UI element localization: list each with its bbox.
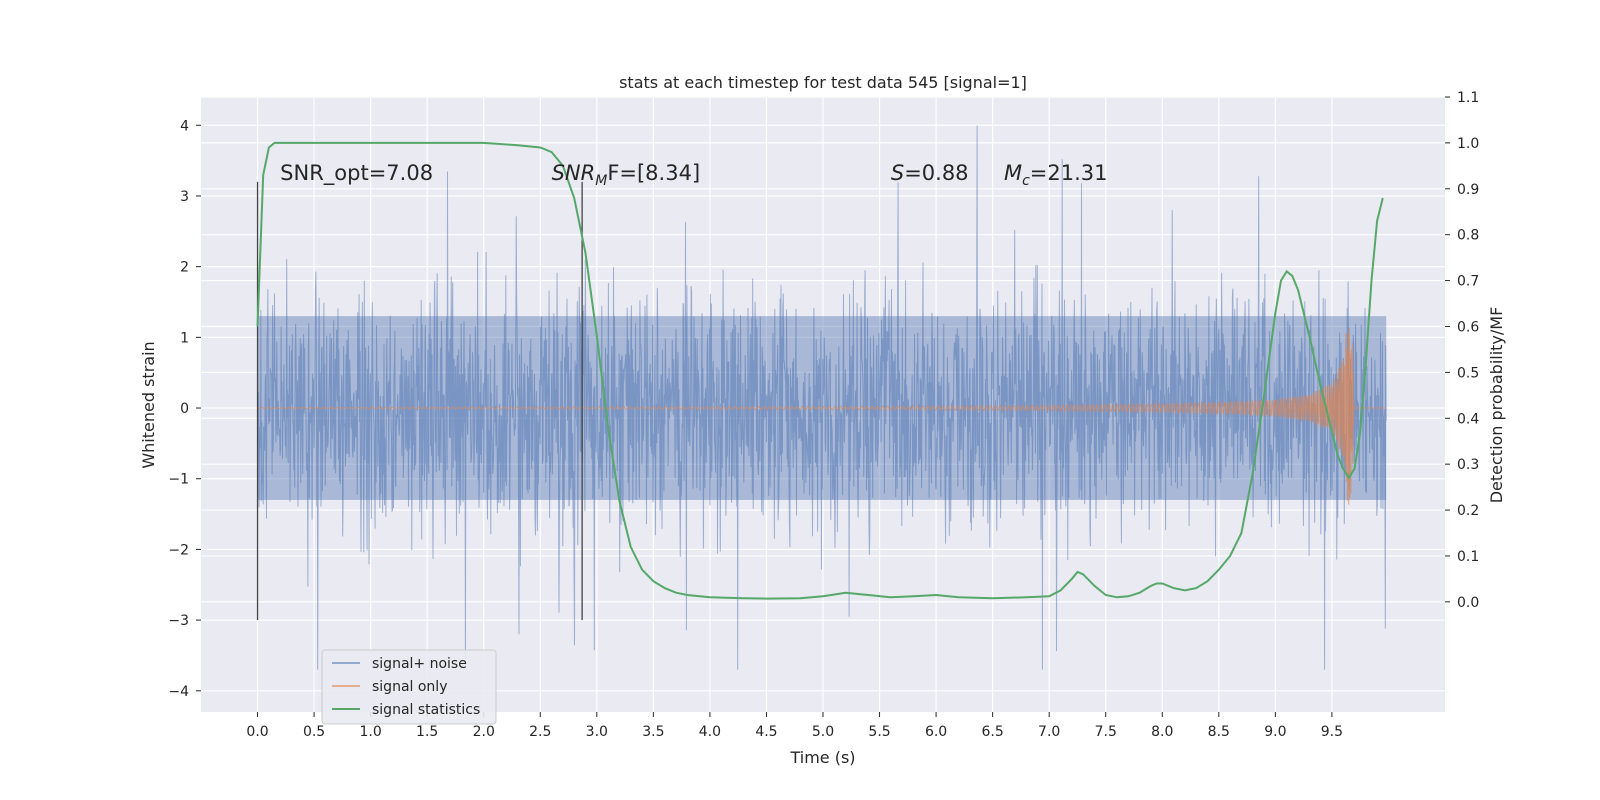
x-tick-label: 4.0	[699, 724, 721, 740]
x-tick-label: 6.0	[925, 724, 947, 740]
y2-tick-label: 0.9	[1457, 182, 1479, 198]
y2-tick-label: 0.6	[1457, 319, 1479, 335]
annotation-prefix: SNR	[552, 161, 596, 185]
y2-tick-labels: 0.0 0.1 0.2 0.3 0.4 0.5 0.6 0.7 0.8 0.9 1.0 1.1	[1445, 90, 1479, 611]
signal-only-series	[257, 327, 1387, 505]
legend-label-noise: signal+ noise	[372, 656, 467, 672]
y-tick-label: 4	[180, 118, 189, 134]
x-tick-label: 5.5	[868, 724, 890, 740]
x-tick-labels: 0.0 0.5 1.0 1.5 2.0 2.5 3.0 3.5 4.0 4.5 5.0 5.5 6.0 6…	[246, 712, 1343, 740]
x-tick-label: 3.0	[586, 724, 608, 740]
y-tick-label: −2	[168, 542, 189, 558]
annotation-sub: c	[1022, 173, 1030, 189]
x-tick-label: 7.0	[1038, 724, 1060, 740]
annotation-prefix: M	[1004, 161, 1022, 185]
annotation-sub: M	[595, 173, 607, 189]
y2-tick-label: 0.8	[1457, 228, 1479, 244]
y-tick-label: 1	[180, 330, 189, 346]
y-tick-labels: −4 −3 −2 −1 0 1 2 3 4	[168, 118, 201, 700]
y2-axis-label: Detection probability/MF	[1487, 307, 1506, 504]
x-tick-label: 3.5	[642, 724, 664, 740]
x-tick-label: 9.0	[1264, 724, 1286, 740]
annotation-mc-value: Mc=21.31	[1004, 161, 1108, 189]
x-tick-label: 2.5	[529, 724, 551, 740]
y2-tick-label: 0.7	[1457, 274, 1479, 290]
x-tick-label: 7.5	[1095, 724, 1117, 740]
signal-statistics-series	[256, 141, 1384, 600]
y2-tick-label: 0.1	[1457, 549, 1479, 565]
x-tick-label: 0.0	[246, 724, 268, 740]
noise-core	[257, 316, 1387, 500]
y2-tick-label: 0.2	[1457, 503, 1479, 519]
y2-tick-label: 1.1	[1457, 90, 1479, 106]
x-tick-label: 5.0	[812, 724, 834, 740]
x-tick-label: 9.5	[1321, 724, 1343, 740]
x-tick-label: 4.5	[755, 724, 777, 740]
x-tick-label: 1.0	[360, 724, 382, 740]
x-tick-label: 8.0	[1151, 724, 1173, 740]
y-tick-label: −3	[168, 613, 189, 629]
annotation-prefix: S	[891, 161, 904, 185]
y-tick-label: 0	[180, 401, 189, 417]
legend: signal+ noise signal only signal statist…	[321, 649, 497, 725]
noise-line	[257, 125, 1387, 670]
x-tick-label: 8.5	[1208, 724, 1230, 740]
chart-title: stats at each timestep for test data 545…	[619, 73, 1027, 92]
x-tick-label: 2.0	[473, 724, 495, 740]
y-tick-label: −4	[168, 684, 189, 700]
x-tick-label: 1.5	[416, 724, 438, 740]
legend-label-stats: signal statistics	[372, 702, 480, 718]
annotation-snr-mf: SNRMF=[8.34]	[552, 161, 701, 189]
annotation-snr-opt: SNR_opt=7.08	[280, 161, 433, 186]
annotation-rest: =0.88	[904, 161, 968, 185]
legend-label-signal: signal only	[372, 679, 447, 695]
annotation-rest: =21.31	[1030, 161, 1108, 185]
y-tick-label: 3	[180, 189, 189, 205]
x-axis-label: Time (s)	[789, 748, 855, 767]
y2-tick-label: 0.3	[1457, 457, 1479, 473]
signal-only-line	[257, 327, 1387, 505]
annotation-rest: F=[8.34]	[607, 161, 700, 185]
y2-tick-label: 0.4	[1457, 411, 1479, 427]
annotations: SNR_opt=7.08 SNRMF=[8.34] S=0.88 Mc=21.31	[280, 161, 1107, 189]
y-axis-label: Whitened strain	[139, 341, 158, 468]
x-tick-label: 6.5	[982, 724, 1004, 740]
y2-tick-label: 1.0	[1457, 136, 1479, 152]
vertical-markers	[256, 181, 583, 621]
y-tick-label: 2	[180, 260, 189, 276]
annotation-s-value: S=0.88	[891, 161, 969, 185]
y2-tick-label: 0.0	[1457, 595, 1479, 611]
x-tick-label: 0.5	[303, 724, 325, 740]
y2-tick-label: 0.5	[1457, 365, 1479, 381]
signal-statistics-line	[256, 141, 1384, 600]
legend-box	[321, 649, 497, 725]
y-tick-label: −1	[168, 472, 189, 488]
